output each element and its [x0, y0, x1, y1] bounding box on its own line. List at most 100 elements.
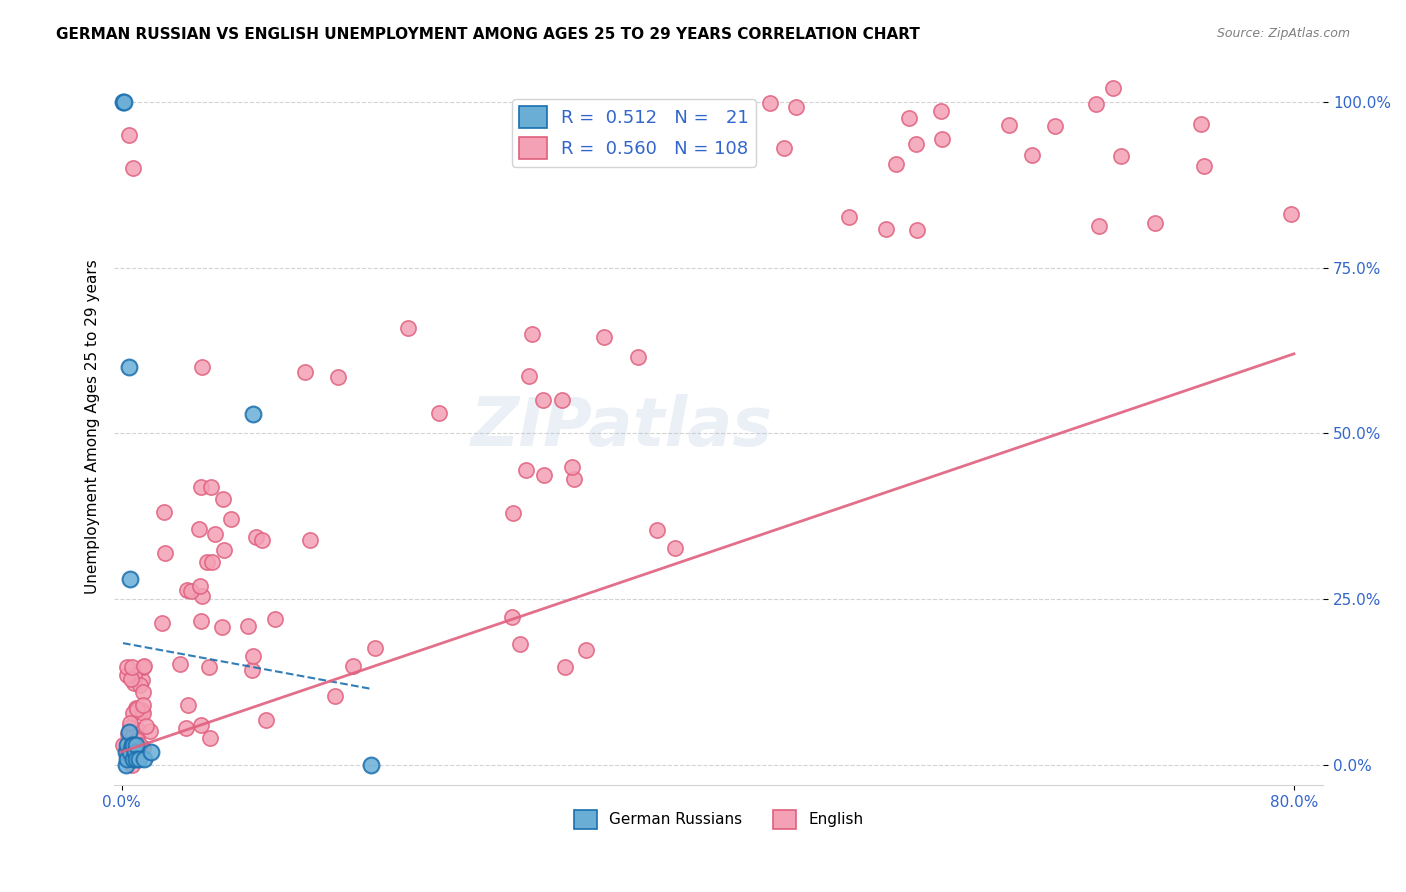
Point — [190, 589, 212, 603]
Point — [501, 609, 523, 624]
Point — [125, 739, 148, 753]
Point — [190, 480, 212, 494]
Point — [135, 719, 157, 733]
Point — [905, 222, 928, 236]
Point — [131, 741, 153, 756]
Point — [254, 713, 277, 727]
Point — [121, 739, 143, 753]
Point — [132, 751, 155, 765]
Point — [176, 721, 198, 735]
Point — [127, 732, 149, 747]
Point — [1189, 116, 1212, 130]
Point — [1084, 96, 1107, 111]
Point — [120, 745, 142, 759]
Point — [112, 738, 135, 752]
Point — [150, 616, 173, 631]
Point — [124, 668, 146, 682]
Point — [124, 745, 146, 759]
Point — [929, 103, 952, 118]
Point — [111, 95, 134, 109]
Point — [122, 739, 145, 753]
Point — [502, 506, 524, 520]
Point — [122, 675, 145, 690]
Point — [575, 643, 598, 657]
Point — [115, 668, 138, 682]
Y-axis label: Unemployment Among Ages 25 to 29 years: Unemployment Among Ages 25 to 29 years — [86, 260, 100, 594]
Point — [875, 222, 897, 236]
Point — [647, 523, 669, 537]
Point — [627, 350, 650, 364]
Point — [236, 619, 259, 633]
Point — [509, 637, 531, 651]
Point — [515, 463, 537, 477]
Point — [1192, 159, 1215, 173]
Point — [153, 506, 176, 520]
Point — [132, 660, 155, 674]
Point — [129, 678, 152, 692]
Point — [592, 329, 614, 343]
Point — [1102, 81, 1125, 95]
Point — [886, 157, 908, 171]
Point — [190, 718, 212, 732]
Text: GERMAN RUSSIAN VS ENGLISH UNEMPLOYMENT AMONG AGES 25 TO 29 YEARS CORRELATION CHA: GERMAN RUSSIAN VS ENGLISH UNEMPLOYMENT A… — [56, 27, 920, 42]
Point — [212, 542, 235, 557]
Point — [122, 161, 145, 175]
Point — [1021, 147, 1043, 161]
Point — [242, 407, 264, 421]
Point — [191, 360, 214, 375]
Point — [533, 468, 555, 483]
Point — [197, 660, 219, 674]
Point — [132, 658, 155, 673]
Point — [180, 583, 202, 598]
Point — [519, 368, 541, 383]
Point — [139, 724, 162, 739]
Point — [1045, 119, 1067, 133]
Point — [197, 555, 219, 569]
Point — [201, 555, 224, 569]
Point — [520, 326, 543, 341]
Point — [128, 742, 150, 756]
Point — [245, 530, 267, 544]
Text: Source: ZipAtlas.com: Source: ZipAtlas.com — [1216, 27, 1350, 40]
Point — [129, 738, 152, 752]
Point — [131, 698, 153, 713]
Point — [905, 137, 928, 152]
Point — [122, 751, 145, 765]
Point — [198, 731, 221, 745]
Point — [139, 745, 162, 759]
Point — [188, 579, 211, 593]
Point — [1087, 219, 1109, 234]
Point — [242, 663, 264, 677]
Point — [264, 612, 287, 626]
Point — [177, 698, 200, 712]
Point — [427, 406, 450, 420]
Point — [121, 758, 143, 772]
Point — [117, 739, 139, 753]
Point — [118, 720, 141, 734]
Point — [118, 360, 141, 375]
Point — [562, 472, 585, 486]
Point — [122, 706, 145, 721]
Point — [396, 321, 419, 335]
Point — [131, 703, 153, 717]
Point — [117, 751, 139, 765]
Point — [128, 751, 150, 765]
Point — [325, 689, 347, 703]
Point — [723, 122, 745, 136]
Point — [121, 660, 143, 674]
Point — [190, 615, 212, 629]
Text: ZIPatlas: ZIPatlas — [471, 393, 773, 459]
Point — [219, 512, 242, 526]
Point — [785, 100, 807, 114]
Point — [294, 365, 316, 379]
Point — [127, 702, 149, 716]
Point — [554, 660, 576, 674]
Point — [997, 118, 1019, 132]
Legend: German Russians, English: German Russians, English — [568, 804, 869, 835]
Point — [838, 211, 860, 225]
Point — [204, 526, 226, 541]
Point — [531, 392, 554, 407]
Point — [360, 758, 382, 772]
Point — [1279, 207, 1302, 221]
Point — [122, 729, 145, 743]
